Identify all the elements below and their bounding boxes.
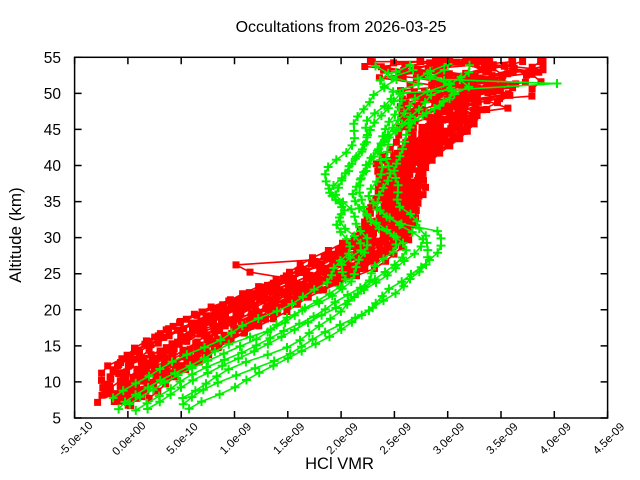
svg-text:15: 15 xyxy=(44,338,61,355)
svg-text:25: 25 xyxy=(44,266,61,283)
svg-text:10: 10 xyxy=(44,374,62,391)
svg-text:20: 20 xyxy=(44,302,62,319)
svg-text:55: 55 xyxy=(44,50,61,67)
svg-text:5: 5 xyxy=(52,411,61,428)
svg-text:45: 45 xyxy=(44,122,61,139)
svg-text:30: 30 xyxy=(44,230,62,247)
svg-text:HCl VMR: HCl VMR xyxy=(305,455,374,473)
svg-text:Altitude (km): Altitude (km) xyxy=(6,187,25,282)
svg-text:Occultations from 2026-03-25: Occultations from 2026-03-25 xyxy=(236,19,447,36)
svg-text:35: 35 xyxy=(44,194,61,211)
svg-text:40: 40 xyxy=(44,158,62,175)
svg-text:50: 50 xyxy=(44,86,62,103)
